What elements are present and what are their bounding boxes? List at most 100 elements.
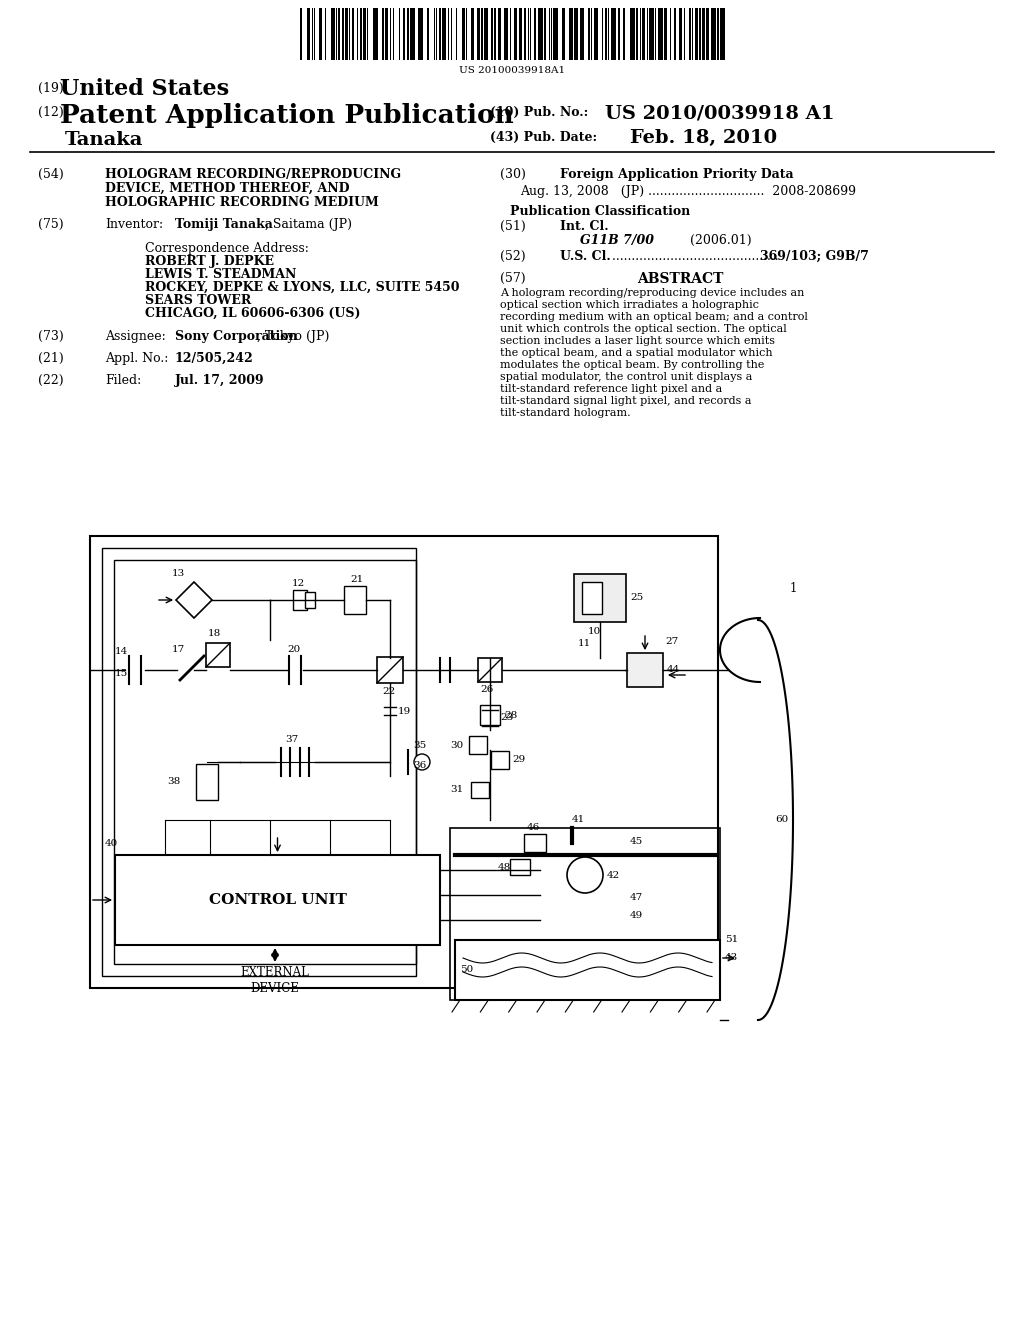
Bar <box>674 8 676 59</box>
Text: , Tokyo (JP): , Tokyo (JP) <box>257 330 330 343</box>
Text: (43) Pub. Date:: (43) Pub. Date: <box>490 131 597 144</box>
Text: 35: 35 <box>413 742 426 751</box>
Text: 40: 40 <box>105 838 118 847</box>
Text: 23: 23 <box>500 714 513 722</box>
Text: 50: 50 <box>460 965 473 974</box>
Bar <box>594 8 598 59</box>
Bar <box>630 8 635 59</box>
Text: 43: 43 <box>725 953 738 962</box>
Text: 60: 60 <box>775 816 788 825</box>
Text: 18: 18 <box>208 628 221 638</box>
Text: HOLOGRAM RECORDING/REPRODUCING: HOLOGRAM RECORDING/REPRODUCING <box>105 168 401 181</box>
Bar <box>352 8 354 59</box>
Text: LEWIS T. STEADMAN: LEWIS T. STEADMAN <box>145 268 296 281</box>
Text: (73): (73) <box>38 330 63 343</box>
Bar <box>410 8 415 59</box>
Text: 25: 25 <box>630 594 643 602</box>
Circle shape <box>567 857 603 894</box>
Text: DEVICE, METHOD THEREOF, AND: DEVICE, METHOD THEREOF, AND <box>105 182 349 195</box>
Bar <box>524 8 526 59</box>
Text: tilt-standard signal light pixel, and records a: tilt-standard signal light pixel, and re… <box>500 396 752 407</box>
Text: A hologram recording/reproducing device includes an: A hologram recording/reproducing device … <box>500 288 805 298</box>
Bar <box>478 657 502 682</box>
Bar <box>331 8 335 59</box>
Text: Filed:: Filed: <box>105 374 141 387</box>
Text: United States: United States <box>60 78 229 100</box>
Bar <box>385 8 388 59</box>
Text: Assignee:: Assignee: <box>105 330 166 343</box>
Bar <box>695 8 698 59</box>
Text: (75): (75) <box>38 218 63 231</box>
Text: 28: 28 <box>504 710 517 719</box>
Text: (54): (54) <box>38 168 63 181</box>
Bar <box>90 536 718 987</box>
Bar <box>342 8 344 59</box>
Bar <box>623 8 625 59</box>
Bar <box>588 8 590 59</box>
Text: 38: 38 <box>167 777 180 787</box>
Text: (10) Pub. No.:: (10) Pub. No.: <box>490 106 588 119</box>
Text: 48: 48 <box>498 862 511 871</box>
Bar <box>689 8 691 59</box>
Bar <box>711 8 716 59</box>
Text: 30: 30 <box>450 741 463 750</box>
Text: (12): (12) <box>38 106 63 119</box>
Text: 17: 17 <box>172 645 185 655</box>
Bar <box>418 8 423 59</box>
Bar <box>102 548 416 975</box>
Text: (30): (30) <box>500 168 526 181</box>
Text: Foreign Application Priority Data: Foreign Application Priority Data <box>560 168 794 181</box>
Text: 29: 29 <box>512 755 525 764</box>
Bar <box>494 8 496 59</box>
Text: Patent Application Publication: Patent Application Publication <box>60 103 514 128</box>
Bar <box>611 8 616 59</box>
Bar <box>490 8 493 59</box>
Bar <box>679 8 682 59</box>
Text: SEARS TOWER: SEARS TOWER <box>145 294 251 308</box>
Text: (52): (52) <box>500 249 525 263</box>
Text: optical section which irradiates a holographic: optical section which irradiates a holog… <box>500 300 759 310</box>
Bar <box>706 8 709 59</box>
Text: Publication Classification: Publication Classification <box>510 205 690 218</box>
Text: (21): (21) <box>38 352 63 366</box>
Text: ABSTRACT: ABSTRACT <box>637 272 723 286</box>
Bar <box>373 8 378 59</box>
Bar <box>471 8 474 59</box>
Bar <box>664 8 667 59</box>
Text: ROBERT J. DEPKE: ROBERT J. DEPKE <box>145 255 274 268</box>
Bar <box>582 582 602 614</box>
Text: 51: 51 <box>725 936 738 945</box>
Bar <box>519 8 522 59</box>
Text: 14: 14 <box>115 648 128 656</box>
Bar <box>699 8 701 59</box>
Text: Jul. 17, 2009: Jul. 17, 2009 <box>175 374 264 387</box>
Bar <box>427 8 429 59</box>
Bar <box>196 764 218 800</box>
Text: (2006.01): (2006.01) <box>690 234 752 247</box>
Text: CHICAGO, IL 60606-6306 (US): CHICAGO, IL 60606-6306 (US) <box>145 308 360 319</box>
Text: Aug. 13, 2008   (JP) ..............................  2008-208699: Aug. 13, 2008 (JP) .....................… <box>520 185 856 198</box>
Bar <box>344 586 366 614</box>
Text: Tanaka: Tanaka <box>65 131 143 149</box>
Bar <box>300 8 302 59</box>
Text: 1: 1 <box>790 582 798 594</box>
Bar <box>338 8 340 59</box>
Text: , Saitama (JP): , Saitama (JP) <box>265 218 352 231</box>
Bar <box>305 591 315 609</box>
Bar <box>484 8 488 59</box>
Text: section includes a laser light source which emits: section includes a laser light source wh… <box>500 337 775 346</box>
Text: ...........................................: ........................................… <box>608 249 782 263</box>
Text: Inventor:: Inventor: <box>105 218 163 231</box>
Bar <box>605 8 607 59</box>
Text: 36: 36 <box>413 762 426 771</box>
Bar <box>469 737 487 754</box>
Text: modulates the optical beam. By controlling the: modulates the optical beam. By controlli… <box>500 360 764 370</box>
Bar <box>442 8 446 59</box>
Text: Sony Corporation: Sony Corporation <box>175 330 298 343</box>
Text: U.S. Cl.: U.S. Cl. <box>560 249 610 263</box>
Bar <box>510 859 530 875</box>
Bar <box>720 8 725 59</box>
Bar <box>538 8 543 59</box>
Text: Int. Cl.: Int. Cl. <box>560 220 608 234</box>
Text: Tomiji Tanaka: Tomiji Tanaka <box>175 218 272 231</box>
